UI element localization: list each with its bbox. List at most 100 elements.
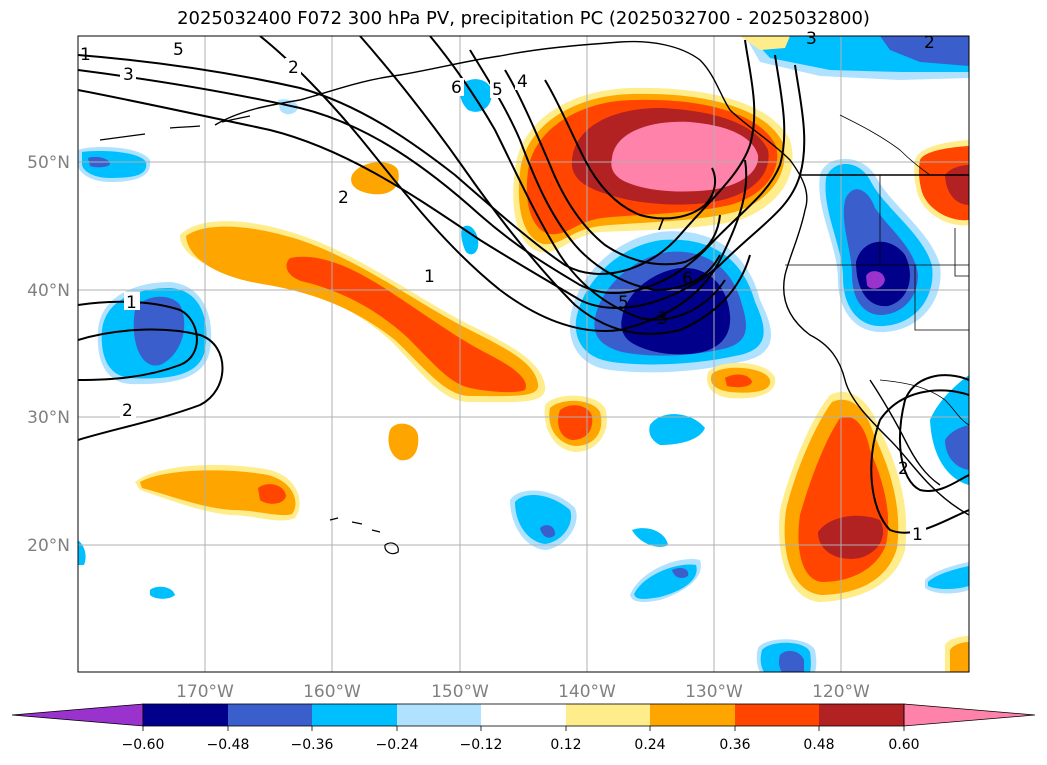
precip-anomaly-blob: [778, 650, 804, 672]
precip-anomaly-blob: [632, 528, 668, 547]
colorbar-tick-label: 0.24: [634, 737, 665, 753]
bc-coastline: [783, 209, 969, 516]
plot-title: 2025032400 F072 300 hPa PV, precipitatio…: [177, 8, 870, 29]
precipitation-field: [78, 36, 969, 672]
pv-contour-label: 2: [924, 33, 935, 53]
pv-contour: [259, 36, 748, 332]
lat-label: 40°N: [27, 281, 70, 301]
colorbar-ticks: [142, 726, 905, 731]
colorbar-tick-label: −0.12: [460, 737, 503, 753]
colorbar-segment: [143, 704, 228, 726]
pv-contour-label: 3: [123, 65, 134, 85]
pv-contour: [504, 69, 721, 266]
coastlines: [99, 40, 969, 555]
pv-contour-label: 5: [492, 80, 503, 100]
latitude-labels: 50°N 40°N 30°N 20°N: [27, 153, 70, 556]
precip-anomaly-blob: [918, 146, 969, 221]
colorbar-segment: [566, 704, 650, 726]
pv-contour: [78, 39, 756, 275]
pv-contour-label: 1: [126, 293, 137, 313]
precip-anomaly-blob: [880, 36, 969, 66]
graticule: [78, 36, 969, 672]
lat-label: 50°N: [27, 153, 70, 173]
pv-contour-label: 3: [806, 29, 817, 49]
baja-coastline: [869, 379, 941, 486]
colorbar-segment: [819, 704, 904, 726]
pv-contour: [899, 374, 969, 492]
pv-contours: [78, 36, 969, 534]
lon-label: 170°W: [176, 682, 234, 702]
colorbar-segment: [397, 704, 481, 726]
longitude-labels: 170°W 160°W 150°W 140°W 130°W 120°W: [176, 682, 870, 702]
colorbar-segment: [481, 704, 566, 726]
precip-anomaly-blob: [866, 271, 885, 289]
pv-contour-label: 6: [682, 269, 693, 289]
precip-anomaly-blob: [461, 225, 479, 255]
precip-anomaly-blob: [558, 405, 593, 440]
us-mexico-border: [879, 379, 969, 426]
pv-contour-label: 4: [517, 72, 528, 92]
lat-label: 30°N: [27, 408, 70, 428]
colorbar-extend-min: [11, 703, 144, 727]
colorbar-tick-label: −0.48: [207, 737, 250, 753]
precip-anomaly-blob: [725, 374, 752, 388]
precip-anomaly-blob: [78, 540, 86, 565]
pv-contour-label: 5: [618, 293, 629, 313]
pv-contour: [469, 49, 721, 292]
pv-contour-label: 1: [912, 525, 923, 545]
pv-contour: [78, 328, 224, 441]
state-border: [839, 114, 931, 176]
colorbar-tick-label: 0.12: [550, 737, 581, 753]
pv-contour: [544, 79, 717, 220]
colorbar-tick-label: −0.60: [122, 737, 165, 753]
colorbar: −0.60 −0.48 −0.36 −0.24 −0.12 0.12 0.24 …: [11, 703, 1036, 753]
state-border: [914, 265, 969, 331]
colorbar-tick-label: 0.60: [888, 737, 919, 753]
pv-contour-labels: 5 3 2 6 5 4 2 1 7 6 5 3 1 2 3 2 1 2 1: [80, 29, 935, 545]
precip-anomaly-blob: [950, 642, 969, 672]
pv-contour-label: 2: [338, 188, 349, 208]
pv-contour-label: 2: [898, 459, 909, 479]
precip-anomaly-blob: [286, 256, 526, 393]
precip-anomaly-blob: [818, 515, 884, 559]
colorbar-tick-label: −0.24: [376, 737, 419, 753]
map-frame: [77, 35, 970, 673]
pv-contour-label: 2: [122, 401, 133, 421]
precip-anomaly-blob: [515, 495, 572, 544]
pv-contour: [429, 36, 726, 321]
colorbar-tick-labels: −0.60 −0.48 −0.36 −0.24 −0.12 0.12 0.24 …: [122, 737, 920, 753]
precip-anomaly-blob: [540, 525, 556, 538]
precip-anomaly-blob: [672, 568, 689, 578]
precip-anomaly-blob: [258, 484, 286, 504]
state-border: [954, 228, 969, 277]
precip-anomaly-blob: [611, 121, 759, 192]
pv-contour-label: 1: [424, 267, 435, 287]
pv-contour-label: 3: [657, 309, 668, 329]
pv-contour: [78, 64, 806, 309]
hawaii-islands: [329, 517, 399, 555]
pv-contour-label: 7: [655, 215, 666, 235]
precip-anomaly-blob: [649, 414, 705, 445]
pv-contour-label: 1: [80, 45, 91, 65]
lon-label: 160°W: [303, 682, 361, 702]
lon-label: 120°W: [812, 682, 870, 702]
precip-anomaly-blob: [133, 296, 185, 366]
lon-label: 150°W: [431, 682, 489, 702]
colorbar-segment: [312, 704, 397, 726]
precip-anomaly-blob: [140, 470, 296, 516]
pv-contour-label: 2: [288, 58, 299, 78]
precip-anomaly-blob: [945, 425, 969, 470]
lon-label: 130°W: [685, 682, 743, 702]
colorbar-extend-max: [903, 703, 1036, 727]
colorbar-tick-label: 0.36: [719, 737, 750, 753]
colorbar-segment: [228, 704, 312, 726]
alaska-coastline: [214, 40, 808, 211]
colorbar-tick-label: 0.48: [803, 737, 834, 753]
precip-anomaly-blob: [388, 423, 419, 461]
pv-contour: [78, 54, 786, 294]
precip-anomaly-blob: [928, 566, 969, 589]
precip-anomaly-blob: [740, 36, 790, 50]
precip-anomaly-blob: [150, 586, 175, 599]
colorbar-segment: [735, 704, 819, 726]
